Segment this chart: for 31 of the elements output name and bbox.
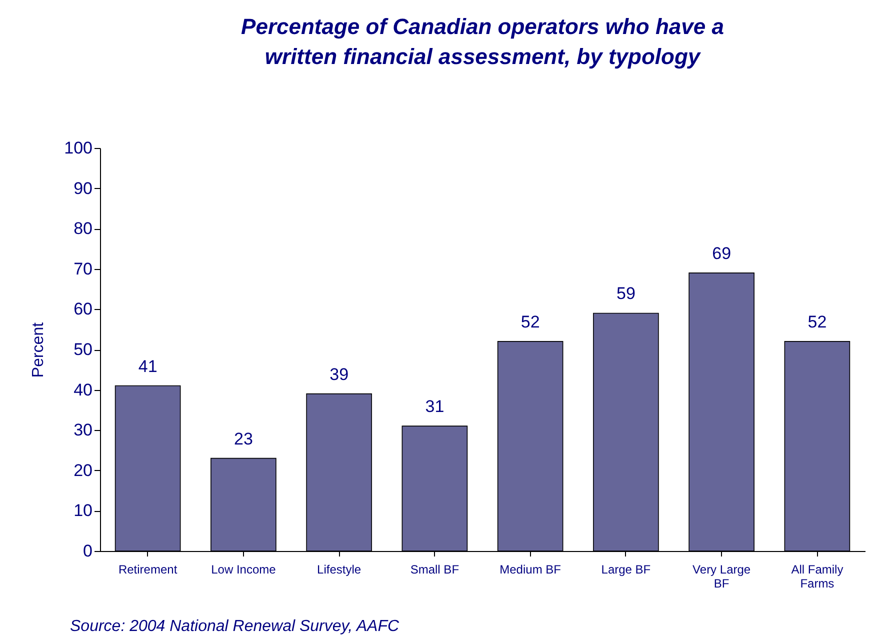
x-tick-label: Retirement: [118, 562, 178, 576]
source-note: Source: 2004 National Renewal Survey, AAFC: [70, 618, 400, 635]
y-tick-label: 90: [74, 178, 92, 198]
y-axis-title: Percent: [30, 322, 48, 378]
text: Percentage of Canadian operators who have a: [241, 14, 724, 39]
data-label: 52: [520, 312, 540, 332]
x-tick-label: All Family Farms: [791, 562, 844, 590]
data-label: 69: [712, 244, 732, 263]
y-tick-label: 50: [74, 340, 92, 359]
y-tick-label: 80: [74, 219, 92, 238]
y-tick-label: 70: [74, 259, 92, 278]
y-tick-label: 0: [83, 542, 92, 560]
data-label: 23: [234, 429, 253, 448]
y-tick-label: 60: [74, 300, 92, 319]
x-tick-label: Low Income: [211, 562, 276, 576]
data-label: 41: [138, 356, 158, 376]
data-label: 31: [425, 397, 444, 416]
data-label: 39: [330, 364, 349, 384]
data-label: 59: [616, 284, 636, 304]
y-tick-label: 10: [74, 501, 92, 520]
x-tick-label: Large BF: [601, 562, 651, 576]
x-tick-label: Small BF: [410, 562, 460, 576]
y-tick-label: 30: [74, 420, 92, 440]
y-tick-label: 20: [74, 460, 92, 480]
x-tick-label: Lifestyle: [317, 562, 362, 576]
x-tick-label: Medium BF: [500, 562, 561, 576]
y-tick-label: 40: [74, 380, 92, 400]
x-tick-label: Very Large BF: [692, 562, 751, 590]
text: written financial assessment, by typology: [264, 44, 700, 69]
data-label: 52: [808, 312, 827, 332]
y-tick-label: 100: [64, 138, 92, 158]
